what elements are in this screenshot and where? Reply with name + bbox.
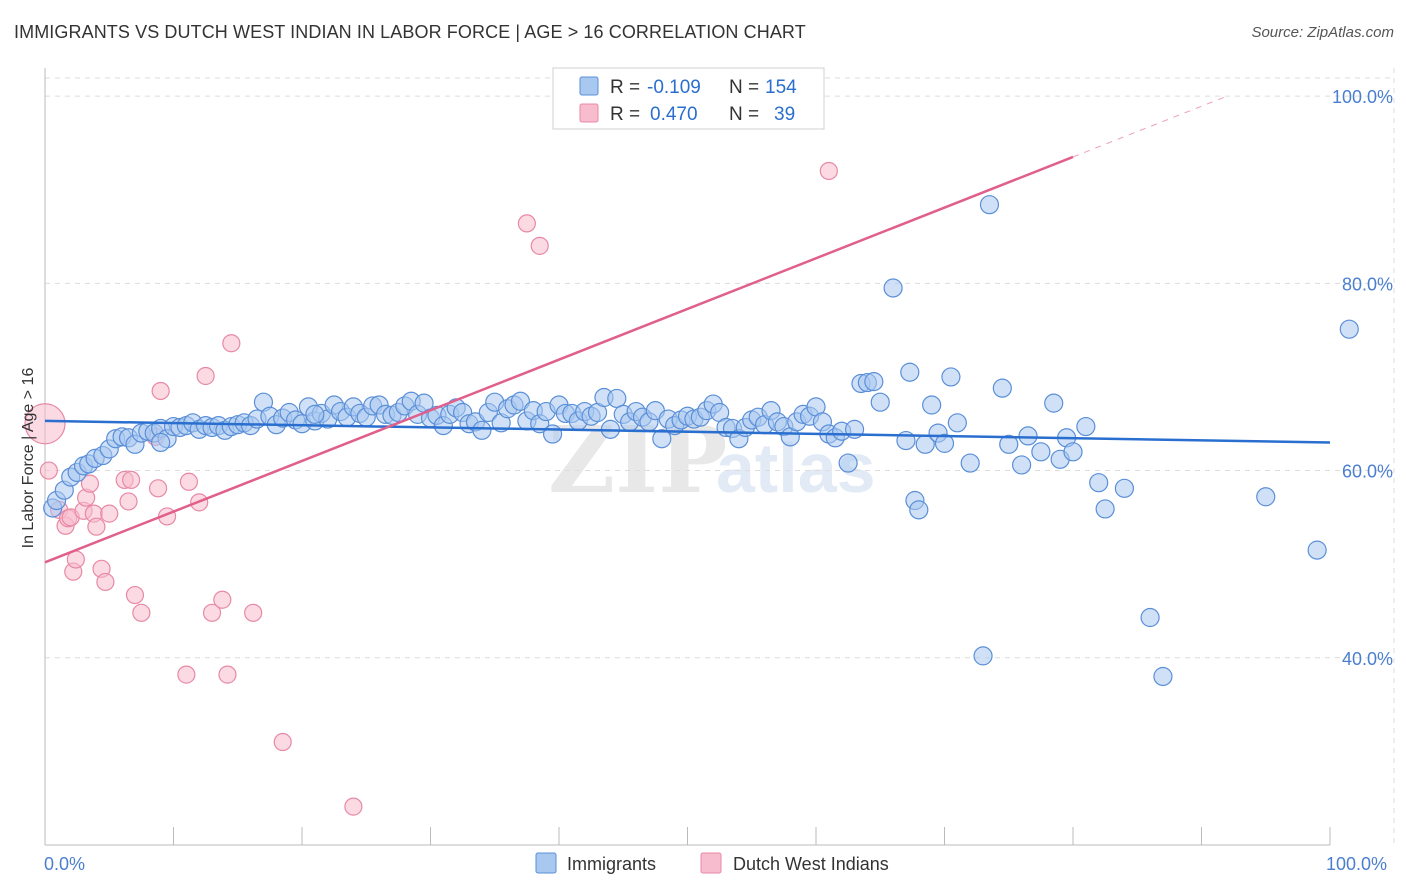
- dutch-point-28: [196, 366, 215, 386]
- immigrant-point-143: [979, 195, 1000, 215]
- dutch-point-36: [517, 214, 536, 233]
- legend-swatch-immigrants: [535, 852, 557, 874]
- y-axis-title: In Labor Force | Age > 16: [20, 368, 37, 549]
- immigrant-point-152: [1063, 442, 1083, 462]
- immigrant-point-163: [305, 404, 325, 424]
- immigrant-point-161: [1339, 319, 1359, 339]
- immigrant-point-158: [1153, 666, 1173, 687]
- dutch-point-18: [121, 470, 141, 490]
- dutch-point-25: [177, 665, 196, 684]
- y-tick-label-60: 60.0%: [1342, 462, 1393, 482]
- dutch-point-31: [218, 665, 237, 684]
- dutch-point-10: [80, 474, 100, 493]
- immigrant-point-147: [1018, 426, 1038, 446]
- chart-title: IMMIGRANTS VS DUTCH WEST INDIAN IN LABOR…: [14, 22, 806, 42]
- immigrant-point-142: [973, 646, 993, 666]
- dutch-point-14: [96, 572, 115, 592]
- immigrant-points: [43, 195, 1359, 687]
- dutch-point-1: [39, 461, 58, 480]
- dutch-trend-line: [44, 155, 1074, 564]
- immigrant-point-146: [1011, 455, 1032, 475]
- dutch-point-20: [132, 603, 151, 622]
- immigrant-point-139: [941, 367, 961, 387]
- immigrant-point-129: [870, 392, 890, 412]
- immigrant-point-144: [992, 378, 1012, 398]
- immigrant-point-162: [151, 432, 171, 453]
- y-tick-label-40: 40.0%: [1342, 649, 1393, 669]
- immigrant-point-141: [960, 453, 980, 473]
- y-tick-label-100: 100.0%: [1332, 87, 1393, 107]
- immigrant-point-160: [1307, 540, 1327, 560]
- x-ticks: [173, 827, 1331, 845]
- legend-swatch-dutch: [700, 852, 722, 874]
- legend-label-dutch: Dutch West Indians: [733, 854, 889, 874]
- x-tick-label-max: 100.0%: [1326, 854, 1387, 874]
- stats-n-value-2: 39: [774, 104, 795, 125]
- stats-swatch-immigrants: [579, 76, 599, 96]
- stats-r-label-1: R =: [610, 77, 640, 98]
- dutch-point-12: [87, 517, 106, 536]
- immigrant-point-155: [1095, 499, 1115, 519]
- dutch-point-33: [244, 603, 263, 622]
- immigrant-point-159: [1256, 487, 1276, 507]
- y-tick-label-80: 80.0%: [1342, 274, 1393, 294]
- source-label: Source: ZipAtlas.com: [1251, 24, 1394, 41]
- dutch-point-0: [24, 403, 66, 445]
- dutch-point-32: [222, 334, 241, 353]
- immigrant-point-132: [900, 362, 920, 382]
- immigrant-point-95: [652, 429, 672, 449]
- dutch-point-35: [344, 797, 363, 816]
- stats-r-value-1: -0.109: [647, 77, 701, 98]
- immigrant-point-130: [883, 278, 903, 298]
- immigrant-point-67: [472, 420, 492, 440]
- dutch-point-29: [202, 603, 222, 622]
- dutch-point-17: [119, 492, 138, 511]
- y-tick-labels: 40.0% 60.0% 80.0% 100.0%: [1332, 87, 1393, 669]
- stats-n-value-1: 154: [765, 77, 797, 98]
- immigrant-point-88: [607, 388, 627, 409]
- dutch-point-34: [273, 732, 292, 752]
- immigrants-trend-line: [44, 419, 1331, 444]
- immigrant-point-149: [1044, 393, 1064, 413]
- immigrant-point-156: [1114, 478, 1135, 498]
- dutch-point-37: [530, 236, 549, 255]
- immigrant-point-148: [1031, 442, 1051, 462]
- legend-label-immigrants: Immigrants: [567, 854, 656, 874]
- immigrant-point-138: [934, 433, 955, 453]
- x-tick-label-min: 0.0%: [44, 854, 85, 874]
- dutch-point-26: [179, 472, 199, 491]
- immigrant-point-73: [510, 391, 531, 411]
- stats-r-label-2: R =: [610, 104, 640, 125]
- stats-n-label-1: N =: [729, 77, 759, 98]
- dutch-point-38: [819, 161, 838, 181]
- dutch-point-23: [151, 381, 170, 401]
- dutch-point-19: [125, 585, 145, 605]
- immigrant-point-136: [922, 395, 942, 415]
- immigrant-point-145: [999, 434, 1019, 454]
- stats-legend: R = -0.109 N = 154 R = 0.470 N = 39: [552, 67, 825, 130]
- immigrant-point-124: [838, 453, 858, 473]
- immigrant-point-154: [1089, 473, 1109, 493]
- stats-n-label-2: N =: [729, 104, 759, 125]
- dutch-point-30: [213, 590, 232, 609]
- stats-swatch-dutch: [579, 103, 599, 123]
- immigrant-point-134: [909, 500, 929, 520]
- dutch-trend-extension: [1072, 95, 1228, 158]
- immigrant-point-78: [542, 424, 563, 444]
- dutch-points: [24, 161, 838, 816]
- dutch-point-22: [148, 479, 168, 498]
- stats-r-value-2: 0.470: [650, 104, 698, 125]
- immigrant-point-153: [1076, 416, 1096, 437]
- immigrant-point-128: [864, 372, 884, 392]
- immigrant-point-157: [1140, 607, 1160, 628]
- dutch-point-15: [100, 504, 119, 523]
- immigrant-point-140: [947, 413, 967, 433]
- trend-lines: [44, 95, 1331, 564]
- series-legend: Immigrants Dutch West Indians: [535, 852, 889, 874]
